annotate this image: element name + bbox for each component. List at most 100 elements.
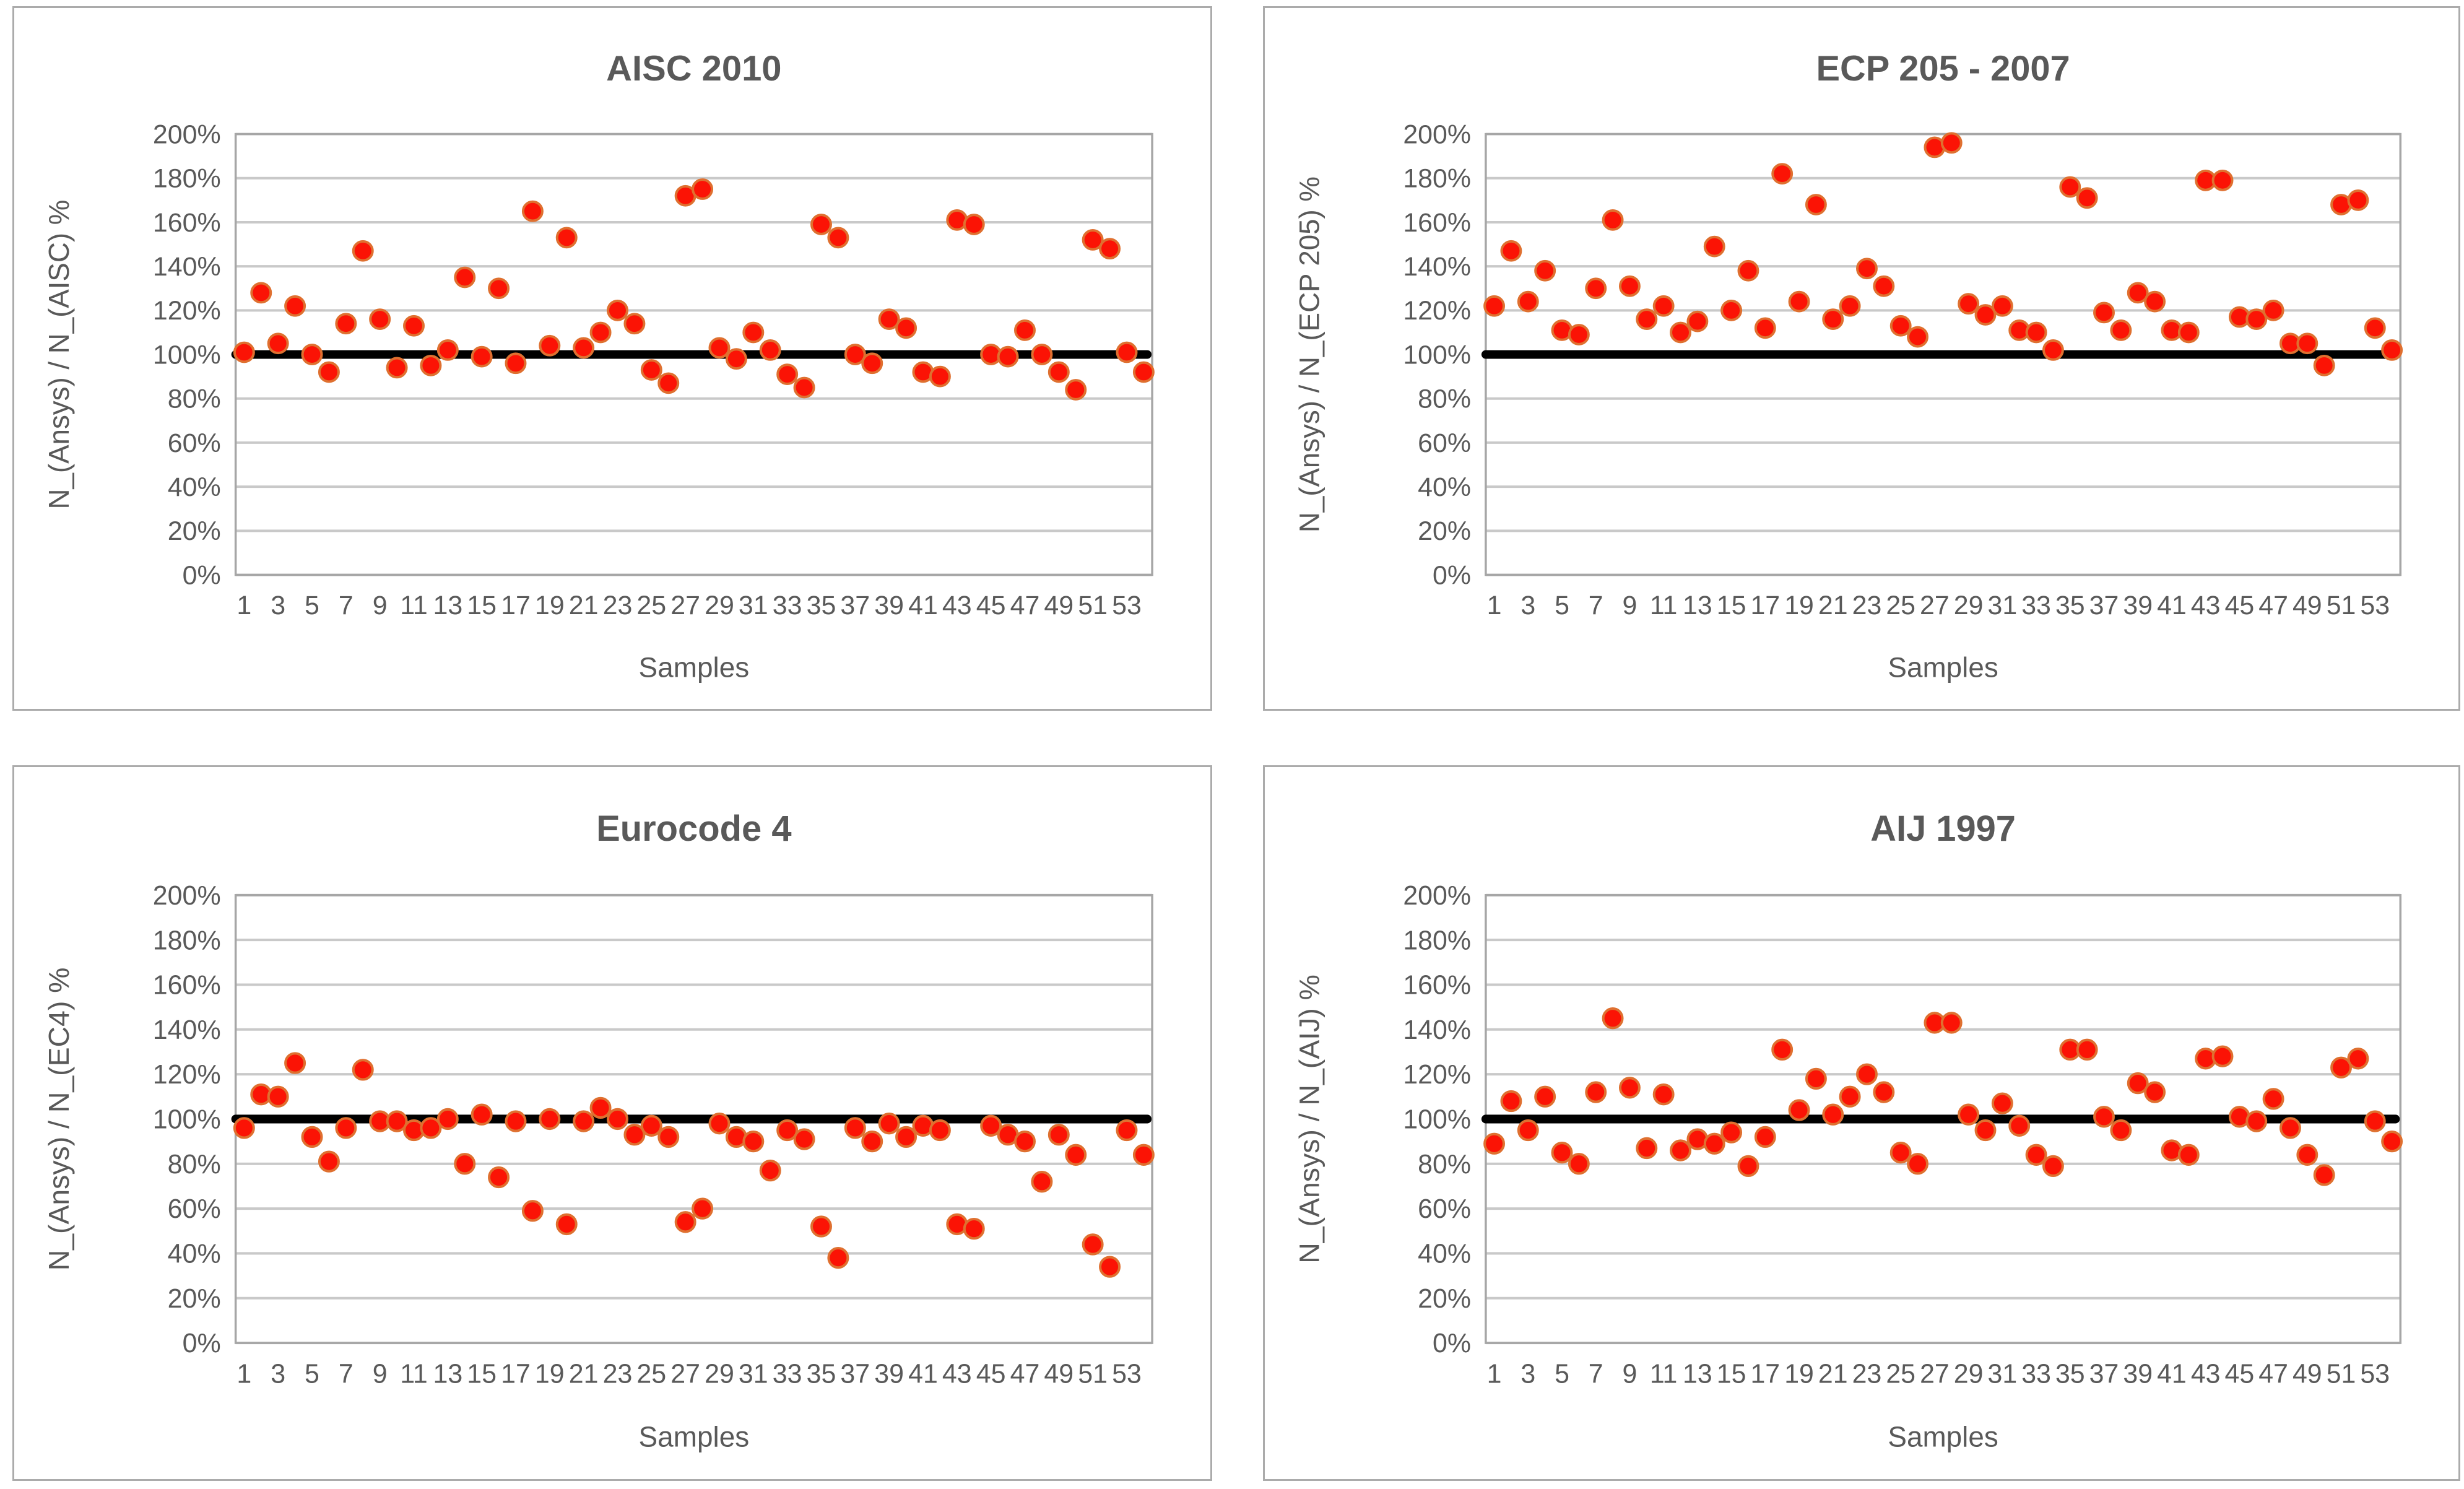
- y-tick-label: 180%: [153, 164, 221, 194]
- data-point: [1974, 1119, 1997, 1142]
- y-tick-label: 140%: [1403, 1015, 1471, 1045]
- data-point: [1839, 295, 1861, 317]
- data-point: [1013, 1130, 1036, 1153]
- y-tick-label: 80%: [168, 1150, 221, 1179]
- data-point: [1873, 1081, 1895, 1103]
- x-tick-label: 15: [467, 1359, 497, 1389]
- y-axis-label: N_(Ansys) / N_(EC4) %: [43, 968, 75, 1271]
- x-tick-label: 43: [942, 1359, 972, 1389]
- data-point: [2076, 1038, 2098, 1061]
- data-point: [267, 1085, 289, 1108]
- data-point: [1974, 304, 1997, 326]
- y-tick-label: 160%: [1403, 208, 1471, 238]
- data-point: [1568, 1153, 1590, 1175]
- y-tick-label: 200%: [153, 120, 221, 150]
- data-point: [1822, 308, 1844, 330]
- data-point: [607, 299, 628, 321]
- data-point: [1958, 293, 1980, 315]
- x-tick-label: 21: [1818, 591, 1848, 620]
- chart-panel-ecp-205-2007: 0% 20% 40% 60% 80% 100% 120% 140% 160% 180% 200% 1 3…: [1263, 6, 2460, 711]
- data-point: [2177, 321, 2200, 344]
- y-tick-label: 40%: [1418, 472, 1471, 502]
- x-tick-label: 29: [705, 1359, 734, 1389]
- data-point: [2042, 1155, 2064, 1178]
- data-point: [1958, 1103, 1980, 1126]
- x-tick-label: 53: [1112, 591, 1142, 620]
- y-tick-label: 20%: [168, 1284, 221, 1314]
- data-point: [2347, 189, 2369, 211]
- data-point: [386, 357, 408, 379]
- data-point: [1788, 290, 1810, 313]
- data-point: [1889, 1142, 1912, 1164]
- data-point: [1534, 259, 1556, 282]
- x-tick-label: 21: [1818, 1359, 1848, 1389]
- x-tick-label: 15: [467, 591, 497, 620]
- data-point: [844, 1117, 866, 1139]
- x-tick-label: 15: [1717, 591, 1746, 620]
- x-tick-label: 27: [670, 1359, 700, 1389]
- x-tick-label: 35: [2055, 591, 2085, 620]
- data-point: [1132, 1144, 1155, 1166]
- data-point: [589, 321, 612, 344]
- y-tick-label: 80%: [168, 384, 221, 414]
- data-point: [1065, 1144, 1087, 1166]
- data-point: [1048, 361, 1070, 383]
- x-tick-label: 13: [1683, 1359, 1712, 1389]
- y-axis-label: N_(Ansys) / N_(AISC) %: [43, 200, 75, 510]
- x-tick-label: 1: [1487, 591, 1502, 620]
- x-tick-label: 7: [339, 591, 354, 620]
- x-axis-label: Samples: [1888, 651, 1998, 683]
- x-tick-label: 19: [535, 591, 565, 620]
- y-tick-label: 40%: [168, 1239, 221, 1269]
- data-point: [1771, 163, 1794, 185]
- data-point: [929, 365, 951, 388]
- x-tick-label: 13: [1683, 591, 1712, 620]
- data-point: [692, 178, 714, 200]
- data-point: [742, 321, 765, 344]
- data-point: [878, 308, 900, 330]
- x-tick-label: 27: [1920, 591, 1950, 620]
- data-point: [1703, 1132, 1725, 1155]
- data-point: [1602, 209, 1624, 231]
- data-point: [759, 1159, 781, 1182]
- x-axis-label: Samples: [639, 1420, 750, 1452]
- data-point: [2245, 1110, 2268, 1132]
- data-point: [861, 352, 883, 375]
- y-tick-label: 120%: [1403, 296, 1471, 326]
- data-point: [878, 1113, 900, 1135]
- y-tick-label: 160%: [1403, 970, 1471, 1000]
- x-tick-label: 37: [840, 591, 870, 620]
- x-tick-label: 17: [1750, 1359, 1780, 1389]
- x-tick-label: 23: [1852, 591, 1882, 620]
- y-tick-label: 140%: [153, 1015, 221, 1045]
- x-tick-label: 5: [305, 1359, 319, 1389]
- x-tick-label: 7: [339, 1359, 354, 1389]
- data-point: [505, 1110, 527, 1132]
- data-point: [2059, 176, 2081, 198]
- data-point: [352, 240, 374, 262]
- data-point: [776, 1119, 799, 1142]
- y-tick-label: 100%: [1403, 1105, 1471, 1134]
- y-tick-label: 200%: [1403, 881, 1471, 911]
- data-point: [318, 1150, 340, 1173]
- data-point: [1940, 132, 1963, 154]
- x-tick-label: 3: [1520, 1359, 1535, 1389]
- data-point: [2313, 1164, 2335, 1186]
- data-point: [692, 1197, 714, 1220]
- data-point: [1099, 238, 1121, 260]
- data-point: [827, 1247, 849, 1269]
- x-tick-label: 45: [2225, 1359, 2255, 1389]
- x-tick-label: 37: [2089, 591, 2119, 620]
- data-point: [997, 345, 1019, 368]
- y-tick-label: 160%: [153, 970, 221, 1000]
- data-point: [573, 337, 595, 359]
- data-point: [2042, 339, 2064, 361]
- x-tick-label: 31: [1988, 591, 2018, 620]
- x-tick-label: 11: [1650, 591, 1677, 620]
- data-point: [301, 344, 323, 365]
- y-tick-label: 200%: [1403, 120, 1471, 150]
- data-point: [1568, 324, 1590, 345]
- y-tick-label: 120%: [153, 1060, 221, 1090]
- x-tick-label: 23: [603, 1359, 633, 1389]
- x-tick-label: 27: [670, 591, 700, 620]
